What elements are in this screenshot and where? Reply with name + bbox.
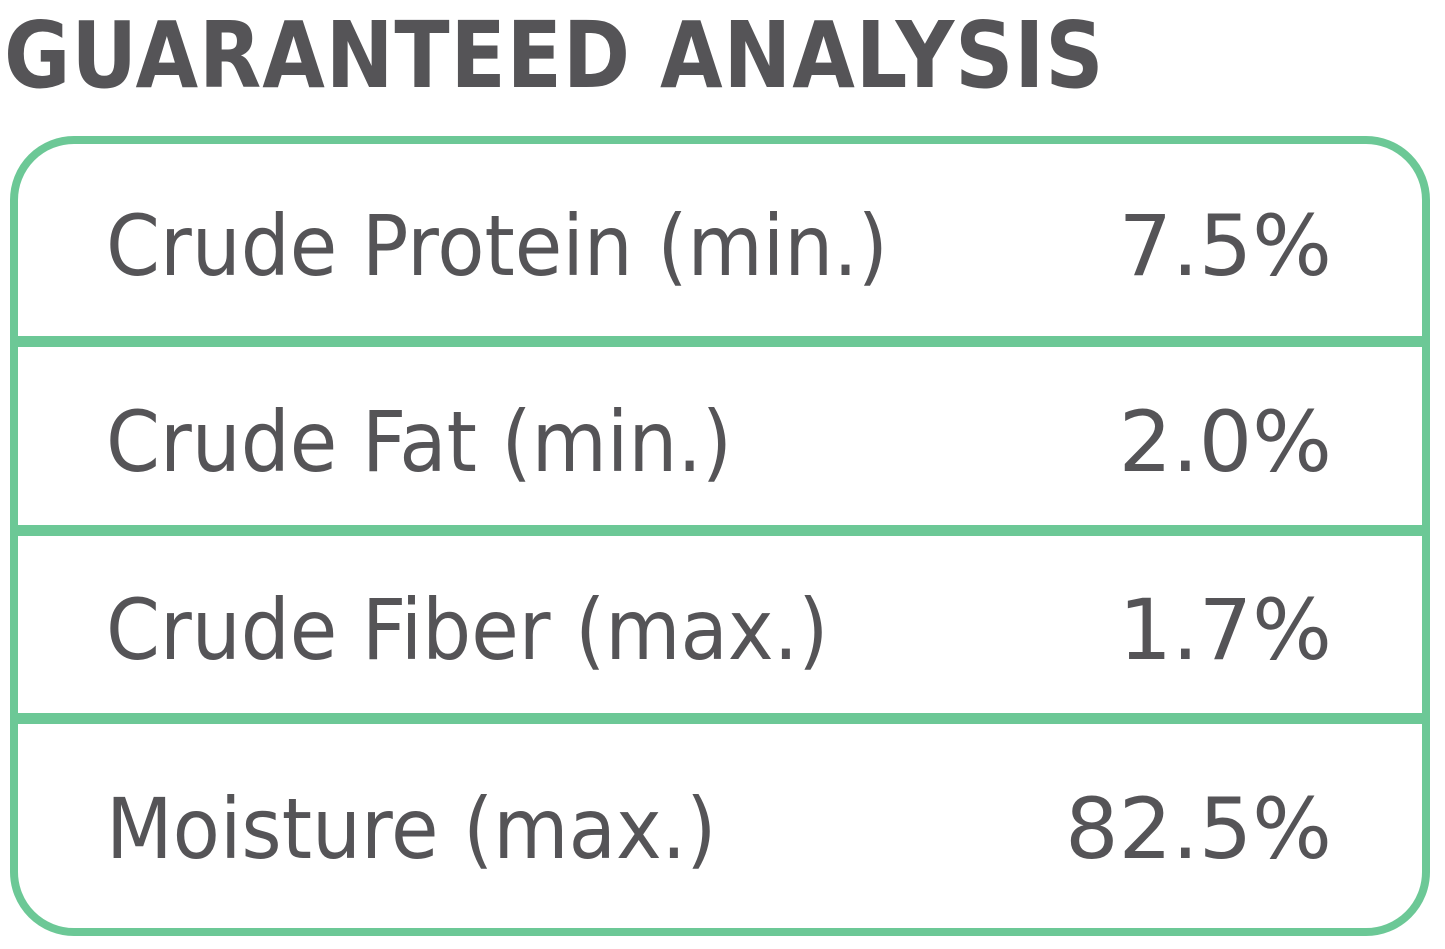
nutrient-label: Crude Protein (min.) [106, 196, 888, 295]
nutrient-label: Crude Fiber (max.) [106, 581, 829, 679]
nutrient-label: Moisture (max.) [106, 779, 717, 878]
nutrient-value: 2.0% [1118, 392, 1332, 491]
table-row: Crude Fat (min.) 2.0% [18, 336, 1422, 536]
nutrient-value: 7.5% [1118, 196, 1332, 295]
nutrient-label: Crude Fat (min.) [106, 392, 733, 491]
table-row: Crude Protein (min.) 7.5% [18, 144, 1422, 347]
nutrient-value: 1.7% [1118, 581, 1332, 679]
table-row: Moisture (max.) 82.5% [18, 713, 1422, 928]
nutrient-value: 82.5% [1065, 779, 1332, 878]
title: GUARANTEED ANALYSIS [4, 2, 1105, 109]
table-row: Crude Fiber (max.) 1.7% [18, 525, 1422, 724]
analysis-table: Crude Protein (min.) 7.5% Crude Fat (min.)… [10, 136, 1430, 936]
